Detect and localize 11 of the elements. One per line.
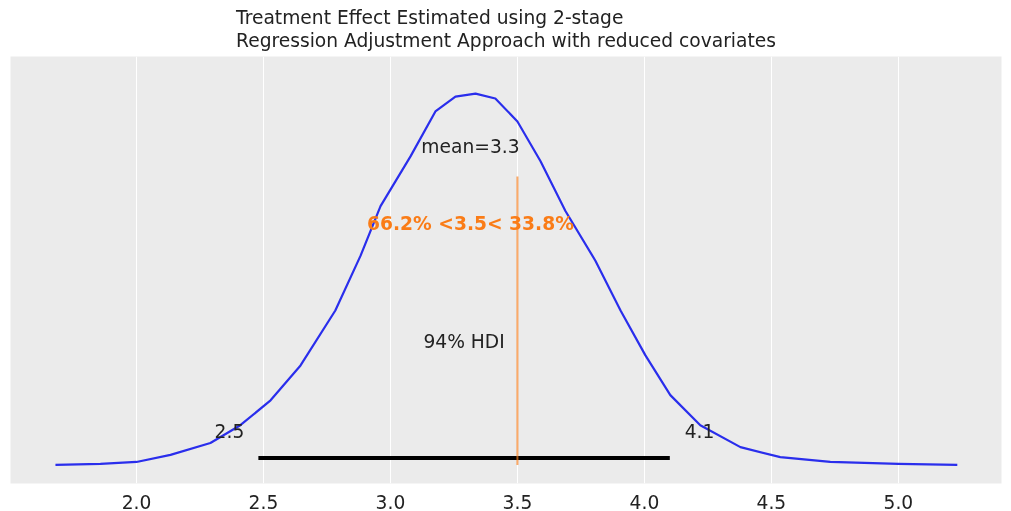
annotation: mean=3.3 <box>421 135 520 157</box>
chart-title: Treatment Effect Estimated using 2-stage Regression Adjustment Approach with reduced covariates <box>235 7 776 52</box>
x-tick-label: 4.0 <box>629 491 660 511</box>
x-tick-label: 2.0 <box>121 491 152 511</box>
x-tick-label: 4.5 <box>756 491 787 511</box>
annotation: 4.1 <box>684 421 715 443</box>
x-tick-label: 2.5 <box>248 491 279 511</box>
x-tick-label: 3.0 <box>375 491 406 511</box>
x-tick-label: 5.0 <box>883 491 914 511</box>
x-tick-label: 3.5 <box>502 491 533 511</box>
annotation: 94% HDI <box>423 331 505 353</box>
